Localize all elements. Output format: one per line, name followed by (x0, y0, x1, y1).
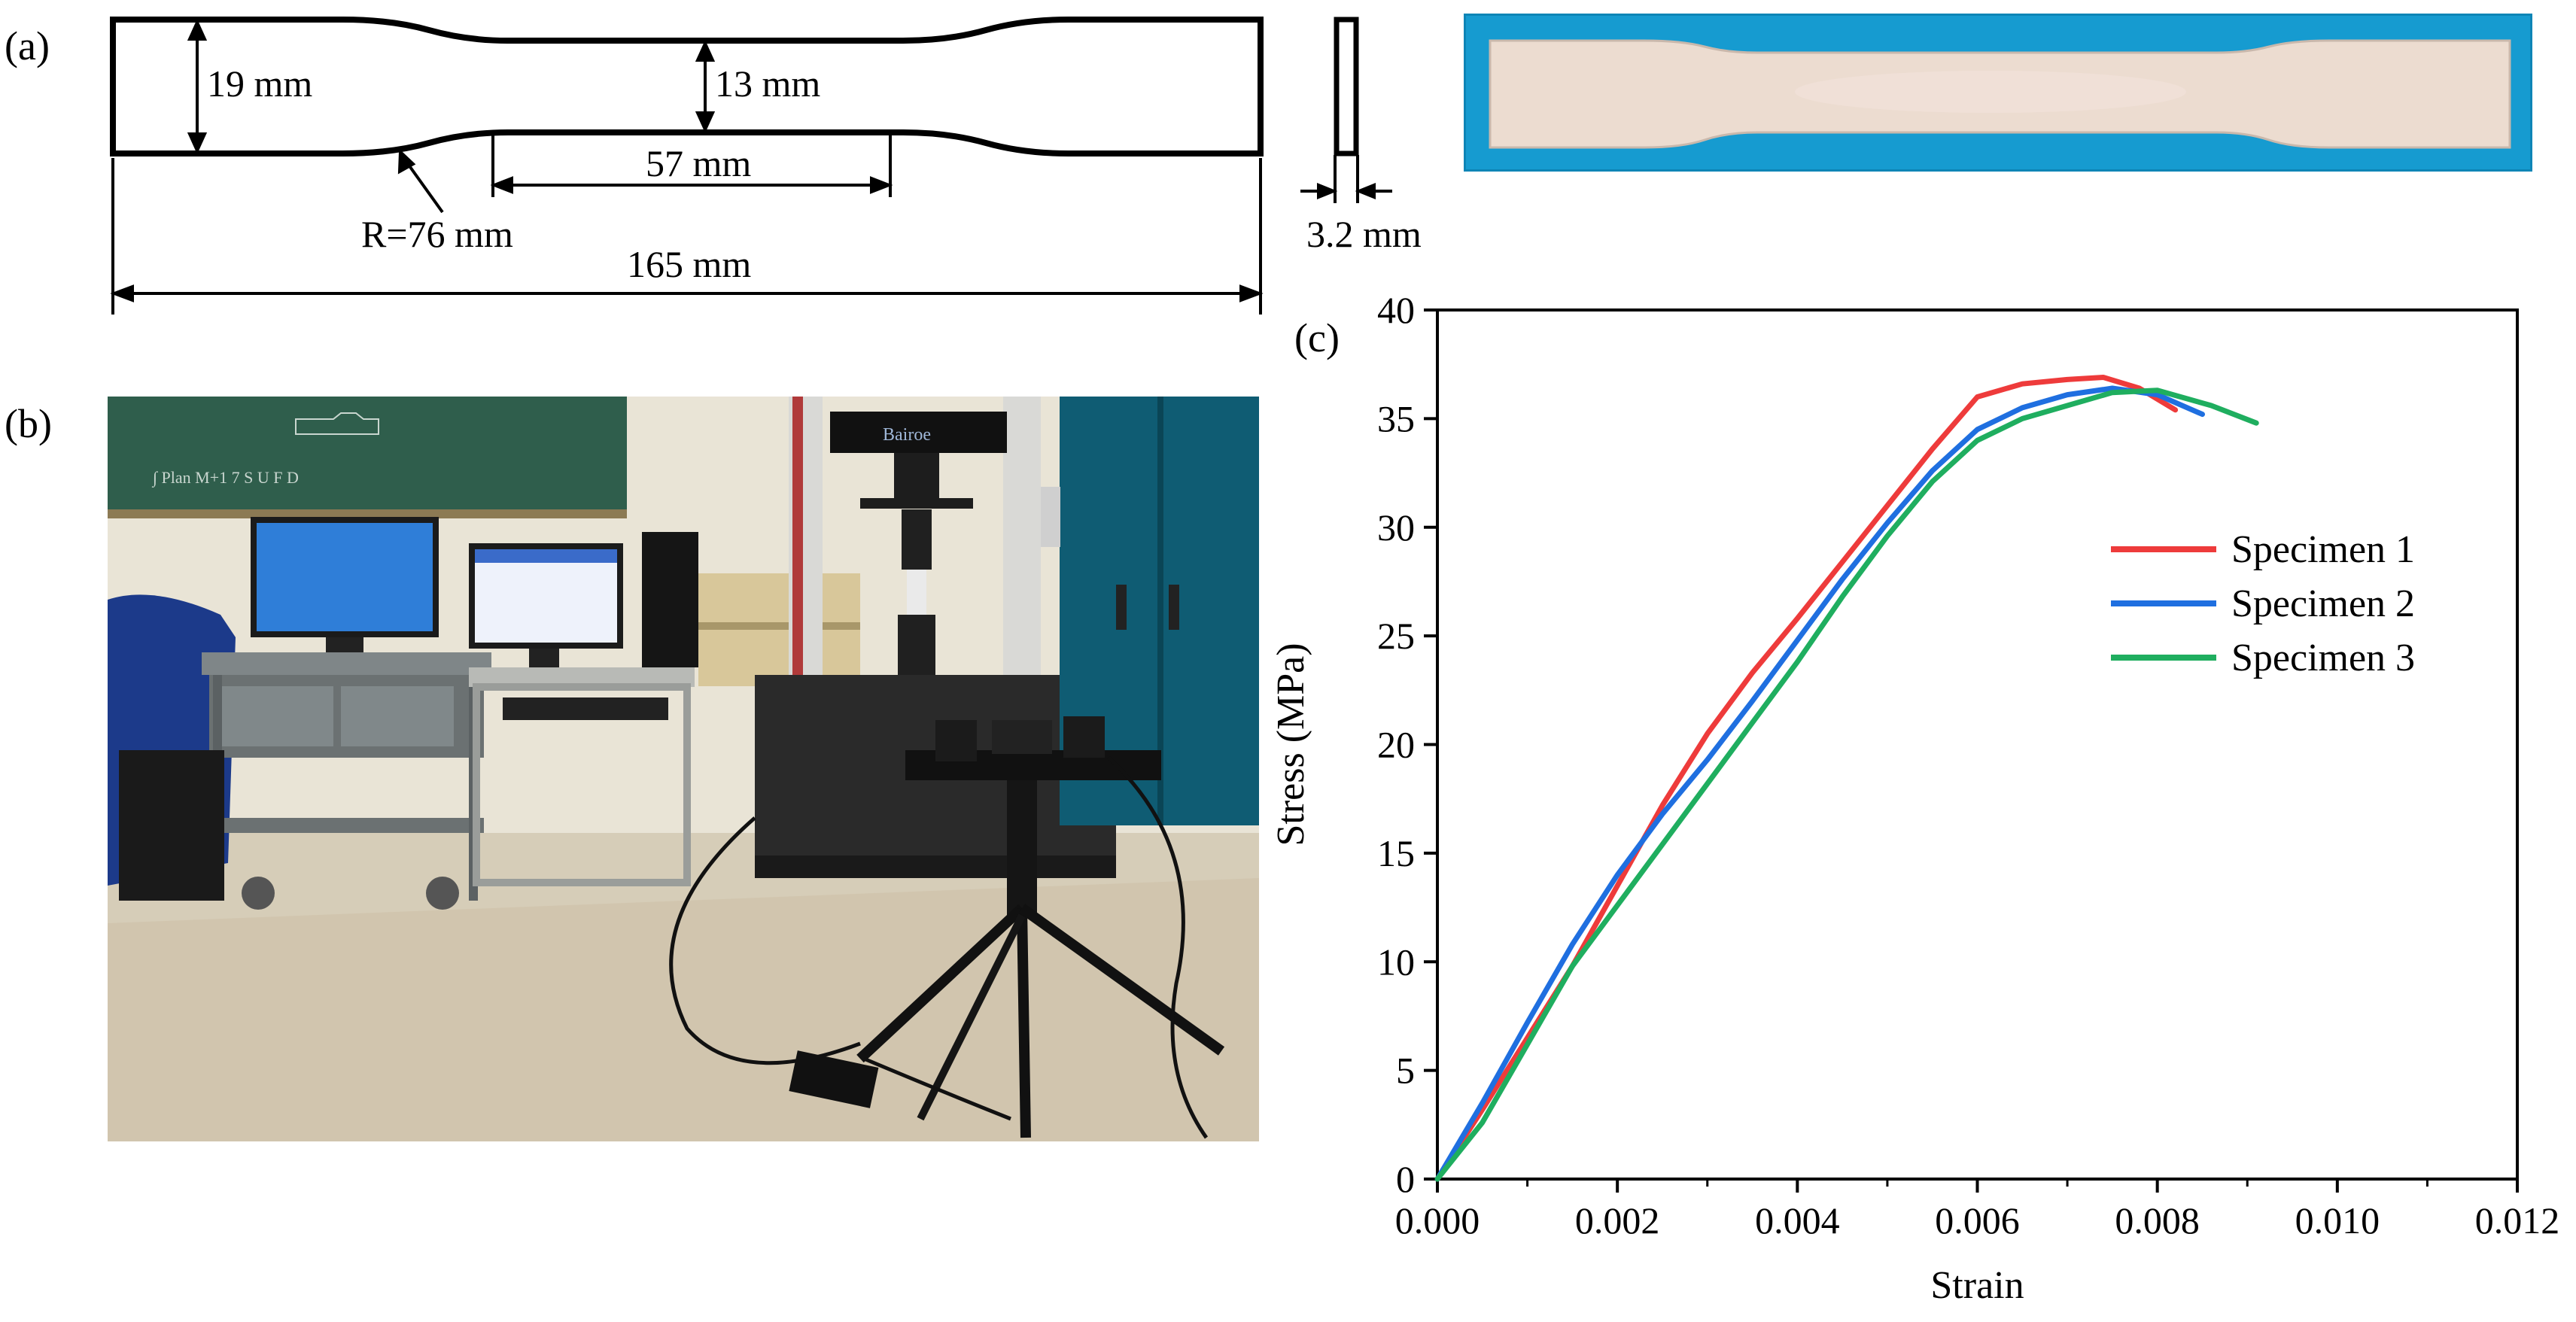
y-tick-label: 25 (1377, 615, 1415, 657)
y-axis-label: Stress (MPa) (1272, 643, 1312, 846)
legend-label-specimen-3: Specimen 3 (2231, 637, 2415, 679)
dogbone-drawing (110, 17, 1392, 315)
panel-label-b: (b) (5, 401, 52, 446)
series-line-specimen-2 (1434, 385, 2205, 1182)
panel-label-c: (c) (1294, 315, 1340, 360)
y-tick-label: 0 (1396, 1158, 1415, 1200)
series-line-specimen-1 (1434, 375, 2179, 1182)
gauge-width-arrow (695, 40, 716, 133)
y-tick-label: 5 (1396, 1050, 1415, 1092)
x-tick-label: 0.008 (2115, 1199, 2200, 1241)
y-tick-label: 35 (1377, 397, 1415, 439)
gauge-length-dimension (490, 134, 893, 197)
radius-label: R=76 mm (361, 213, 513, 255)
specimen-photo (1464, 14, 2532, 172)
grip-width-arrow (187, 19, 208, 154)
legend-label-specimen-2: Specimen 2 (2231, 582, 2415, 625)
series-line-specimen-3 (1434, 387, 2259, 1182)
y-tick-label: 40 (1377, 293, 1415, 331)
thickness-label: 3.2 mm (1306, 213, 1422, 255)
y-tick-label: 30 (1377, 506, 1415, 549)
x-tick-label: 0.012 (2475, 1199, 2560, 1241)
panel-label-a: (a) (5, 23, 50, 68)
x-tick-label: 0.010 (2295, 1199, 2380, 1241)
x-tick-label: 0.002 (1575, 1199, 1660, 1241)
total-length-label: 165 mm (627, 243, 752, 285)
stress-strain-chart: 0.000 0.002 0.004 0.006 0.008 0.010 0.012 0 5 10 1… (1272, 293, 2560, 1307)
thickness-dimension (1300, 155, 1392, 203)
total-length-dimension (110, 158, 1264, 315)
legend-label-specimen-1: Specimen 1 (2231, 528, 2415, 571)
gauge-length-label: 57 mm (646, 142, 752, 184)
x-tick-label: 0.004 (1755, 1199, 1840, 1241)
grip-width-label: 19 mm (207, 62, 313, 105)
y-tick-label: 20 (1377, 724, 1415, 766)
gauge-width-label: 13 mm (715, 62, 821, 105)
svg-text:∫ Plan M+1 7 S U F D: ∫ Plan M+1 7 S U F D (151, 468, 299, 488)
y-tick-label: 15 (1377, 832, 1415, 874)
x-tick-label: 0.000 (1395, 1199, 1480, 1241)
x-tick-label: 0.006 (1935, 1199, 2020, 1241)
y-tick-label: 10 (1377, 941, 1415, 983)
test-setup-photo: ∫ Plan M+1 7 S U F D Bairoe (108, 397, 1259, 1141)
x-axis-label: Strain (1930, 1264, 2024, 1307)
side-view-rect (1334, 17, 1359, 157)
machine-brand-text: Bairoe (883, 425, 931, 445)
dogbone-outline (110, 17, 1264, 157)
radius-leader (397, 148, 444, 214)
